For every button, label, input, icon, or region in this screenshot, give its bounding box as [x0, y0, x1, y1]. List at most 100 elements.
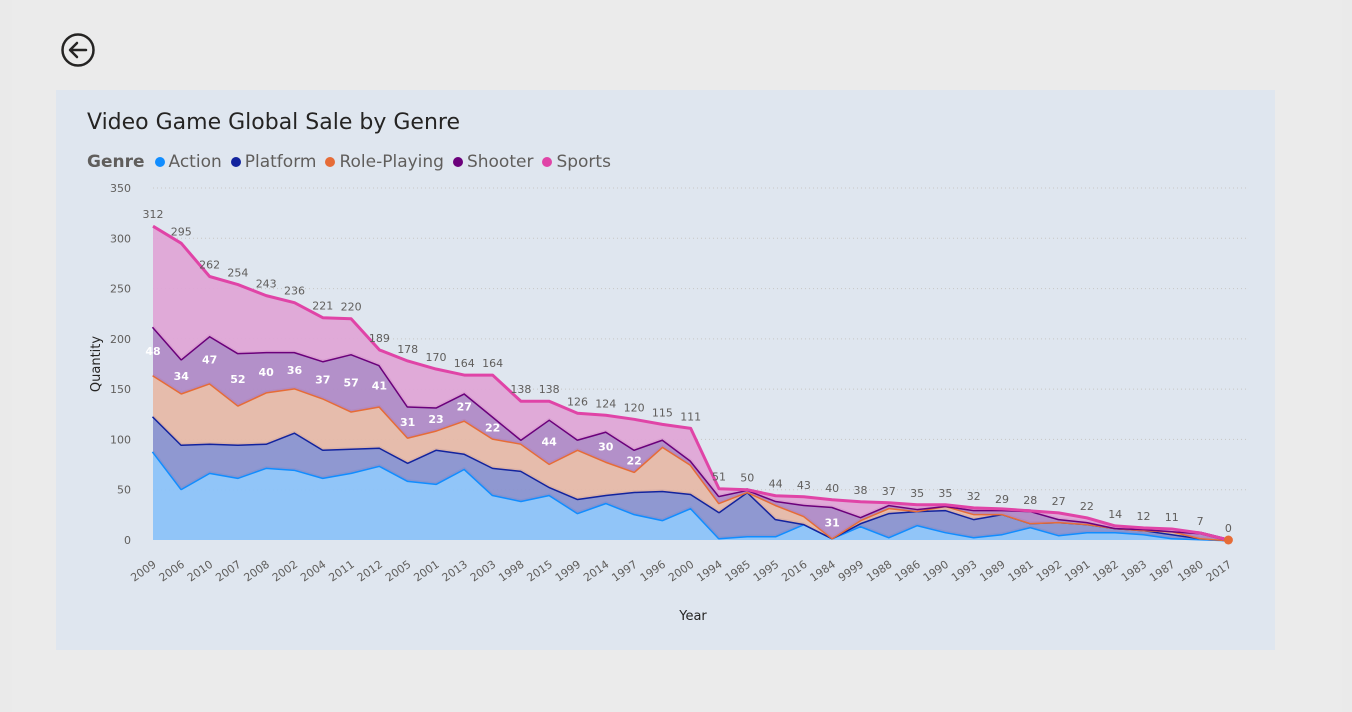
- total-data-label: 38: [854, 484, 868, 497]
- x-tick-label: 1992: [1034, 558, 1064, 585]
- total-data-label: 295: [171, 225, 192, 238]
- total-data-label: 262: [199, 259, 220, 272]
- total-data-label: 22: [1080, 500, 1094, 513]
- total-data-label: 164: [482, 357, 503, 370]
- legend-label: Sports: [556, 152, 611, 172]
- legend-label: Role-Playing: [339, 152, 444, 172]
- total-data-label: 138: [539, 383, 560, 396]
- shooter-data-label: 57: [343, 377, 358, 390]
- x-tick-label: 2006: [157, 558, 187, 585]
- y-tick-label: 250: [110, 283, 131, 296]
- x-tick-label: 2001: [411, 558, 441, 585]
- x-tick-label: 1998: [496, 558, 526, 585]
- shooter-data-label: 52: [230, 373, 245, 386]
- x-tick-label: 1980: [1175, 558, 1205, 585]
- y-tick-label: 350: [110, 182, 131, 195]
- x-axis-title: Year: [678, 609, 707, 624]
- chart-title: Video Game Global Sale by Genre: [87, 110, 460, 135]
- total-data-label: 32: [967, 490, 981, 503]
- total-data-label: 0: [1225, 522, 1232, 535]
- total-data-label: 35: [938, 487, 952, 500]
- x-tick-label: 1983: [1119, 558, 1149, 585]
- shooter-data-label: 27: [457, 401, 472, 414]
- x-tick-label: 1982: [1091, 558, 1121, 585]
- legend-label: Action: [168, 152, 222, 172]
- total-data-label: 220: [341, 301, 362, 314]
- x-tick-label: 2008: [242, 558, 272, 585]
- total-data-label: 312: [143, 208, 164, 221]
- legend-item-sports[interactable]: Sports: [542, 152, 611, 172]
- total-data-label: 40: [825, 482, 839, 495]
- x-tick-label: 2007: [213, 558, 243, 585]
- total-data-label: 138: [510, 383, 531, 396]
- x-tick-label: 2002: [270, 558, 300, 585]
- x-tick-label: 1999: [553, 558, 583, 585]
- legend-item-role-playing[interactable]: Role-Playing: [325, 152, 444, 172]
- shooter-data-label: 37: [315, 374, 330, 387]
- total-data-label: 243: [256, 278, 277, 291]
- x-tick-label: 1990: [921, 558, 951, 585]
- shooter-data-label: 22: [626, 455, 641, 468]
- y-tick-label: 0: [124, 534, 131, 547]
- legend-item-shooter[interactable]: Shooter: [452, 152, 534, 172]
- x-tick-label: 1981: [1006, 558, 1036, 585]
- total-data-label: 51: [712, 471, 726, 484]
- legend-label: Platform: [244, 152, 317, 172]
- y-axis-title: Quantity: [89, 336, 104, 392]
- total-data-label: 236: [284, 285, 305, 298]
- total-data-label: 170: [426, 351, 447, 364]
- legend-marker: [154, 157, 165, 167]
- shooter-data-label: 31: [400, 416, 415, 429]
- total-data-label: 124: [595, 397, 616, 410]
- x-tick-label: 2000: [666, 558, 696, 585]
- shooter-data-label: 30: [598, 440, 614, 453]
- x-tick-label: 1985: [723, 558, 753, 585]
- shooter-data-label: 47: [202, 353, 217, 366]
- chart-legend: Genre Action Platform Role-Playing Shoot…: [87, 152, 620, 172]
- total-data-label: 189: [369, 332, 390, 345]
- x-tick-label: 1986: [892, 558, 922, 585]
- shooter-data-label: 34: [174, 370, 190, 383]
- total-data-label: 37: [882, 485, 896, 498]
- total-data-label: 221: [312, 300, 333, 313]
- x-tick-label: 1997: [609, 558, 639, 585]
- legend-marker: [452, 157, 463, 167]
- x-tick-label: 1993: [949, 558, 979, 585]
- shooter-data-label: 36: [287, 364, 303, 377]
- total-data-label: 29: [995, 493, 1009, 506]
- arrow-left-circle-icon: [61, 33, 95, 67]
- legend-marker: [325, 157, 336, 167]
- y-tick-label: 300: [110, 232, 131, 245]
- total-data-label: 7: [1197, 515, 1204, 528]
- x-tick-label: 2017: [1204, 558, 1234, 585]
- x-tick-label: 2005: [383, 558, 413, 585]
- shooter-data-label: 31: [825, 516, 840, 529]
- legend-title: Genre: [87, 152, 145, 172]
- total-data-label: 50: [740, 472, 754, 485]
- y-tick-label: 150: [110, 383, 131, 396]
- total-data-label: 44: [769, 478, 783, 491]
- legend-item-platform[interactable]: Platform: [230, 152, 317, 172]
- x-tick-label: 1988: [864, 558, 894, 585]
- y-tick-label: 50: [117, 484, 131, 497]
- total-data-label: 11: [1165, 511, 1179, 524]
- legend-marker: [230, 157, 241, 167]
- shooter-data-label: 22: [485, 421, 500, 434]
- total-data-label: 120: [624, 401, 645, 414]
- legend-item-action[interactable]: Action: [154, 152, 222, 172]
- x-tick-label: 9999: [836, 558, 866, 585]
- total-data-label: 28: [1023, 494, 1037, 507]
- back-button[interactable]: [60, 32, 96, 68]
- x-tick-label: 1984: [808, 558, 838, 585]
- legend-marker: [542, 157, 553, 167]
- shooter-data-label: 41: [372, 380, 387, 393]
- x-tick-label: 1991: [1062, 558, 1092, 585]
- total-data-label: 178: [397, 343, 418, 356]
- total-data-label: 35: [910, 487, 924, 500]
- shooter-data-label: 40: [259, 366, 275, 379]
- x-tick-label: 2013: [440, 558, 470, 585]
- total-data-label: 43: [797, 479, 811, 492]
- legend-label: Shooter: [466, 152, 534, 172]
- y-tick-label: 100: [110, 433, 131, 446]
- x-tick-label: 2012: [355, 558, 385, 585]
